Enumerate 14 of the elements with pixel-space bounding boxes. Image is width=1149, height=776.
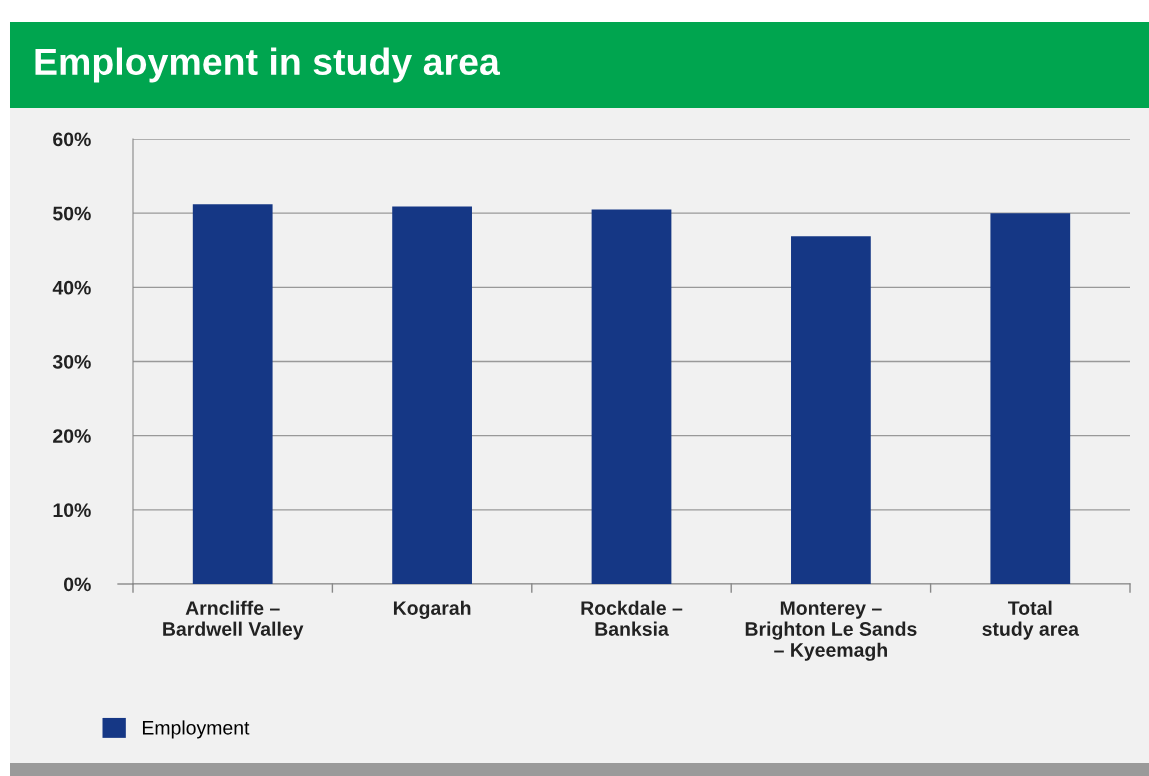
y-tick-label: 60% bbox=[53, 132, 91, 147]
y-tick-label: 30% bbox=[52, 354, 91, 369]
x-tick-label: Rockdale – Banksia bbox=[581, 600, 683, 636]
legend-label: Employment bbox=[142, 720, 250, 739]
x-tick-label: Arncliffe – Bardwell Valley bbox=[163, 600, 304, 640]
x-tick-label: Total study area bbox=[982, 600, 1080, 640]
y-tick-label: 20% bbox=[53, 429, 91, 443]
y-tick-label: 10% bbox=[53, 503, 91, 518]
x-tick-label: Kogarah bbox=[393, 600, 471, 619]
y-tick-label: 40% bbox=[52, 280, 91, 295]
x-tick-label: Monterey – Brighton Le Sands – Kyeemagh bbox=[745, 601, 917, 661]
y-tick-label: 0% bbox=[64, 577, 91, 592]
y-tick-label: 50% bbox=[53, 206, 91, 221]
chart-title: Employment in study area bbox=[35, 47, 501, 83]
